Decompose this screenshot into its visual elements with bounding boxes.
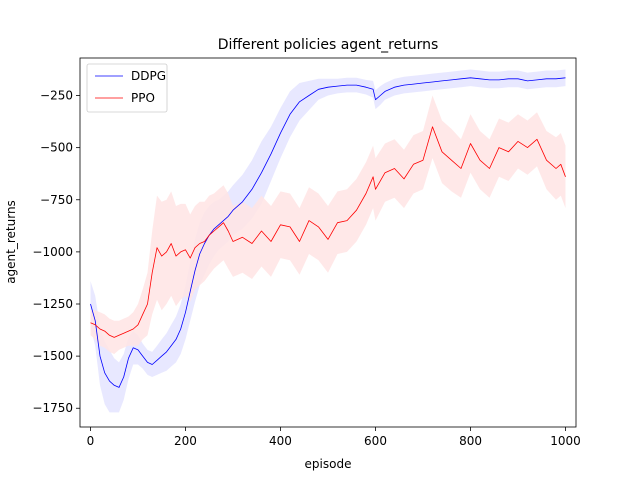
y-axis-title: agent_returns: [4, 200, 18, 284]
y-tick-label: −1500: [32, 349, 73, 363]
legend: DDPG PPO: [86, 63, 168, 113]
x-tick-label: 400: [269, 434, 292, 448]
series-line-ppo: [90, 126, 566, 338]
series-bands: [90, 69, 566, 413]
chart-title: Different policies agent_returns: [218, 37, 439, 53]
series-line-ddpg: [90, 77, 566, 388]
x-axis-title: episode: [305, 457, 352, 471]
y-axis-ticks: −1750 −1500 −1250 −1000 −750 −500 −250: [32, 89, 80, 415]
y-tick-label: −1000: [32, 245, 73, 259]
legend-label-ppo: PPO: [131, 91, 155, 105]
x-tick-label: 1000: [550, 434, 581, 448]
series-lines: [90, 77, 566, 388]
x-tick-label: 800: [459, 434, 482, 448]
y-tick-label: −750: [40, 193, 73, 207]
y-tick-label: −1250: [32, 297, 73, 311]
plot-frame: [79, 57, 577, 428]
band-ppo: [90, 95, 566, 354]
x-tick-label: 0: [87, 434, 95, 448]
x-axis-ticks: 0 200 400 600 800 1000: [87, 427, 581, 448]
legend-label-ddpg: DDPG: [131, 69, 166, 83]
y-tick-label: −500: [40, 141, 73, 155]
y-tick-label: −1750: [32, 401, 73, 415]
x-tick-label: 600: [364, 434, 387, 448]
y-tick-label: −250: [40, 89, 73, 103]
x-tick-label: 200: [174, 434, 197, 448]
